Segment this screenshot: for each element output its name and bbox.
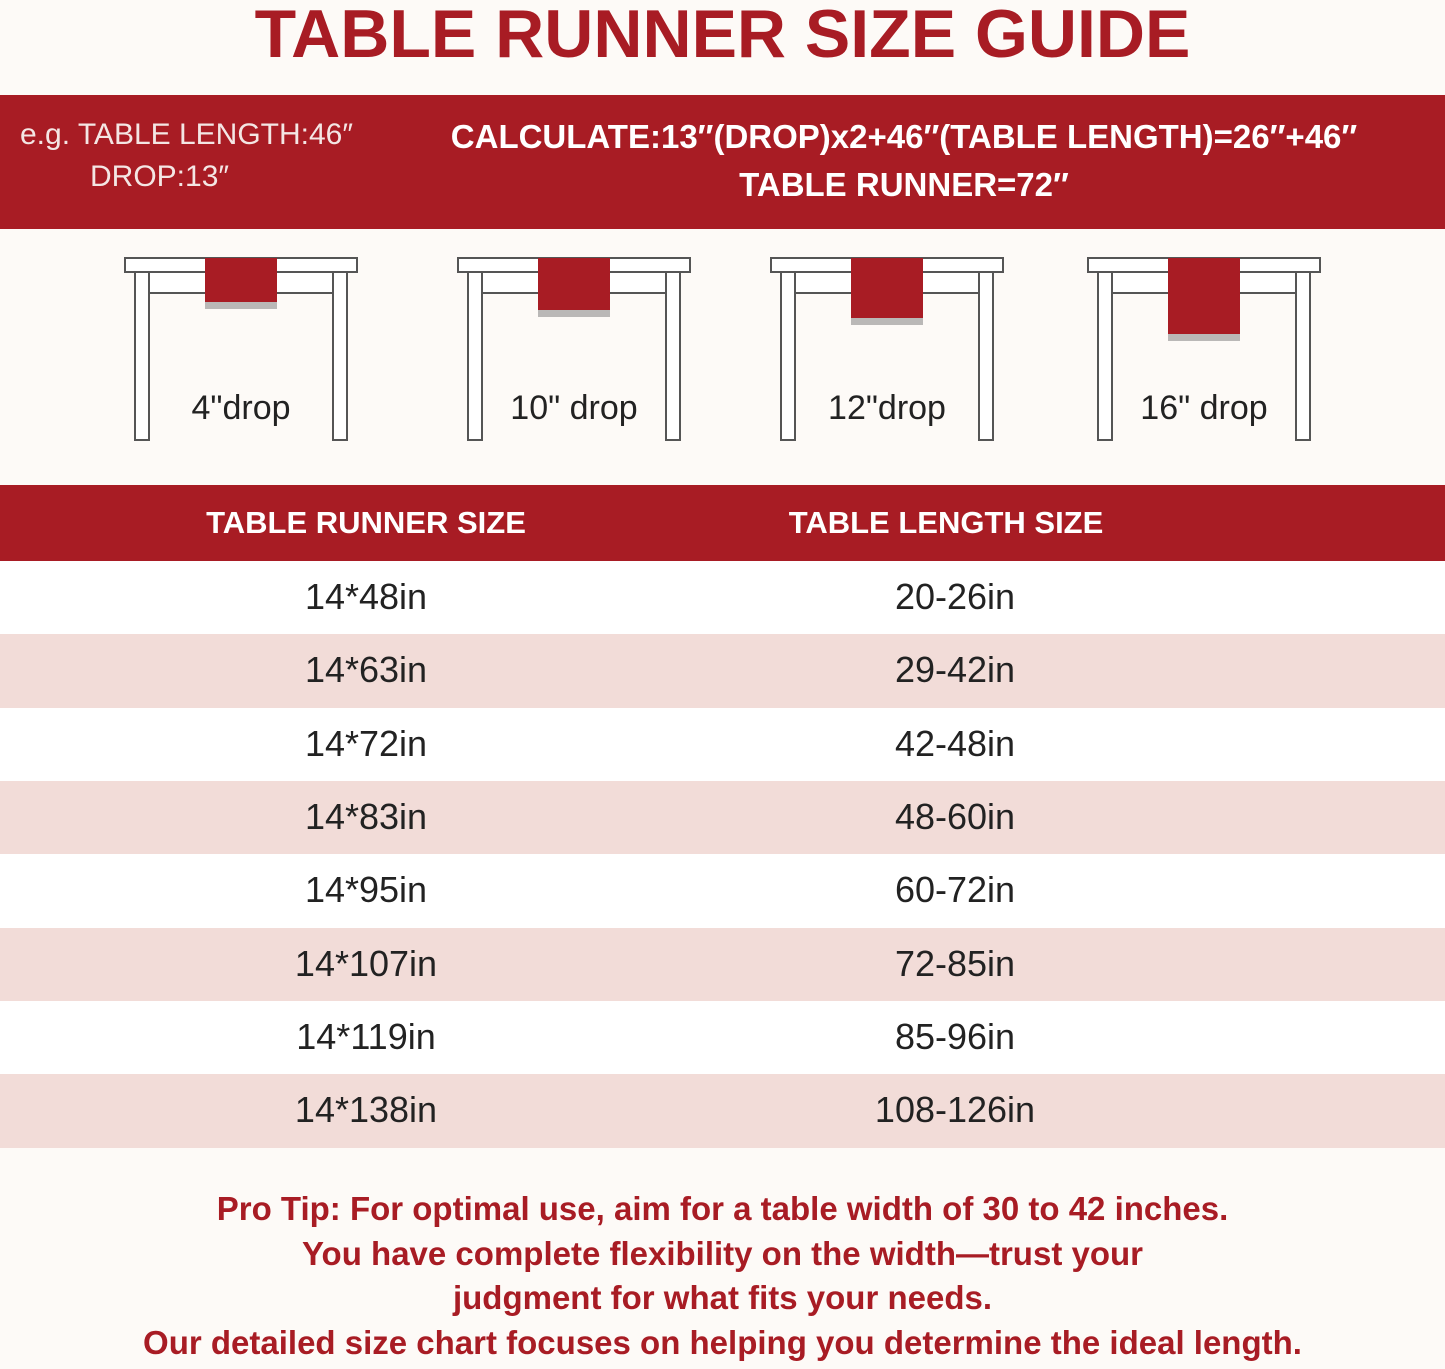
tip-line: Our detailed size chart focuses on helpi…	[143, 1323, 1302, 1361]
cell: 42-48in	[894, 722, 1016, 764]
table-header	[0, 485, 1445, 561]
table-row	[0, 561, 1445, 635]
cell: 20-26in	[894, 576, 1016, 617]
cell: 108-126in	[874, 1089, 1036, 1131]
runner	[851, 258, 923, 318]
table-row	[0, 634, 1445, 709]
cell: 14*48in	[304, 576, 428, 617]
runner	[205, 258, 277, 302]
drop-illustrations: 4"drop 10" drop 12"drop 16" drop	[124, 257, 1321, 441]
table-leg	[665, 271, 681, 441]
table-row	[0, 780, 1445, 855]
calc-line: TABLE RUNNER=72″	[739, 166, 1069, 203]
cell: 14*95in	[304, 869, 428, 911]
example-line: e.g. TABLE LENGTH:46″	[20, 118, 353, 151]
cell: 14*83in	[304, 795, 428, 837]
table-leg	[467, 271, 483, 441]
cell: 29-42in	[894, 649, 1016, 691]
tip-line: You have complete flexibility on the wid…	[302, 1234, 1143, 1272]
table-leg	[332, 271, 348, 441]
cell: 14*63in	[304, 649, 428, 691]
drop-label: 10" drop	[510, 389, 637, 427]
table-leg	[1295, 271, 1311, 441]
example-band	[0, 95, 1445, 229]
column-header: TABLE LENGTH SIZE	[788, 505, 1104, 540]
table-leg	[134, 271, 150, 441]
tip-line: judgment for what fits your needs.	[452, 1279, 993, 1316]
column-header: TABLE RUNNER SIZE	[206, 505, 526, 540]
runner	[1168, 258, 1240, 334]
cell: 14*107in	[294, 942, 438, 984]
table-leg	[1097, 271, 1113, 441]
table-leg	[978, 271, 994, 441]
drop-label: 12"drop	[828, 389, 946, 427]
cell: 85-96in	[894, 1015, 1016, 1057]
tip-line: Pro Tip: For optimal use, aim for a tabl…	[216, 1190, 1229, 1227]
drop-label: 4"drop	[191, 389, 290, 427]
calc-line: CALCULATE:13″(DROP)x2+46″(TABLE LENGTH)=…	[450, 118, 1358, 155]
drop-label: 16" drop	[1140, 389, 1267, 427]
example-line: DROP:13″	[90, 160, 229, 193]
table-row	[0, 1074, 1445, 1149]
title: TABLE RUNNER SIZE GUIDE	[254, 0, 1191, 72]
table-row	[0, 854, 1445, 929]
cell: 60-72in	[894, 869, 1016, 911]
cell: 72-85in	[894, 942, 1016, 984]
cell: 14*138in	[294, 1089, 438, 1131]
table-row	[0, 927, 1445, 1002]
table-row	[0, 707, 1445, 782]
runner	[538, 258, 610, 310]
cell: 14*119in	[296, 1015, 436, 1057]
table-row	[0, 1000, 1445, 1075]
table-leg	[780, 271, 796, 441]
cell: 48-60in	[894, 795, 1016, 837]
cell: 14*72in	[304, 722, 428, 764]
